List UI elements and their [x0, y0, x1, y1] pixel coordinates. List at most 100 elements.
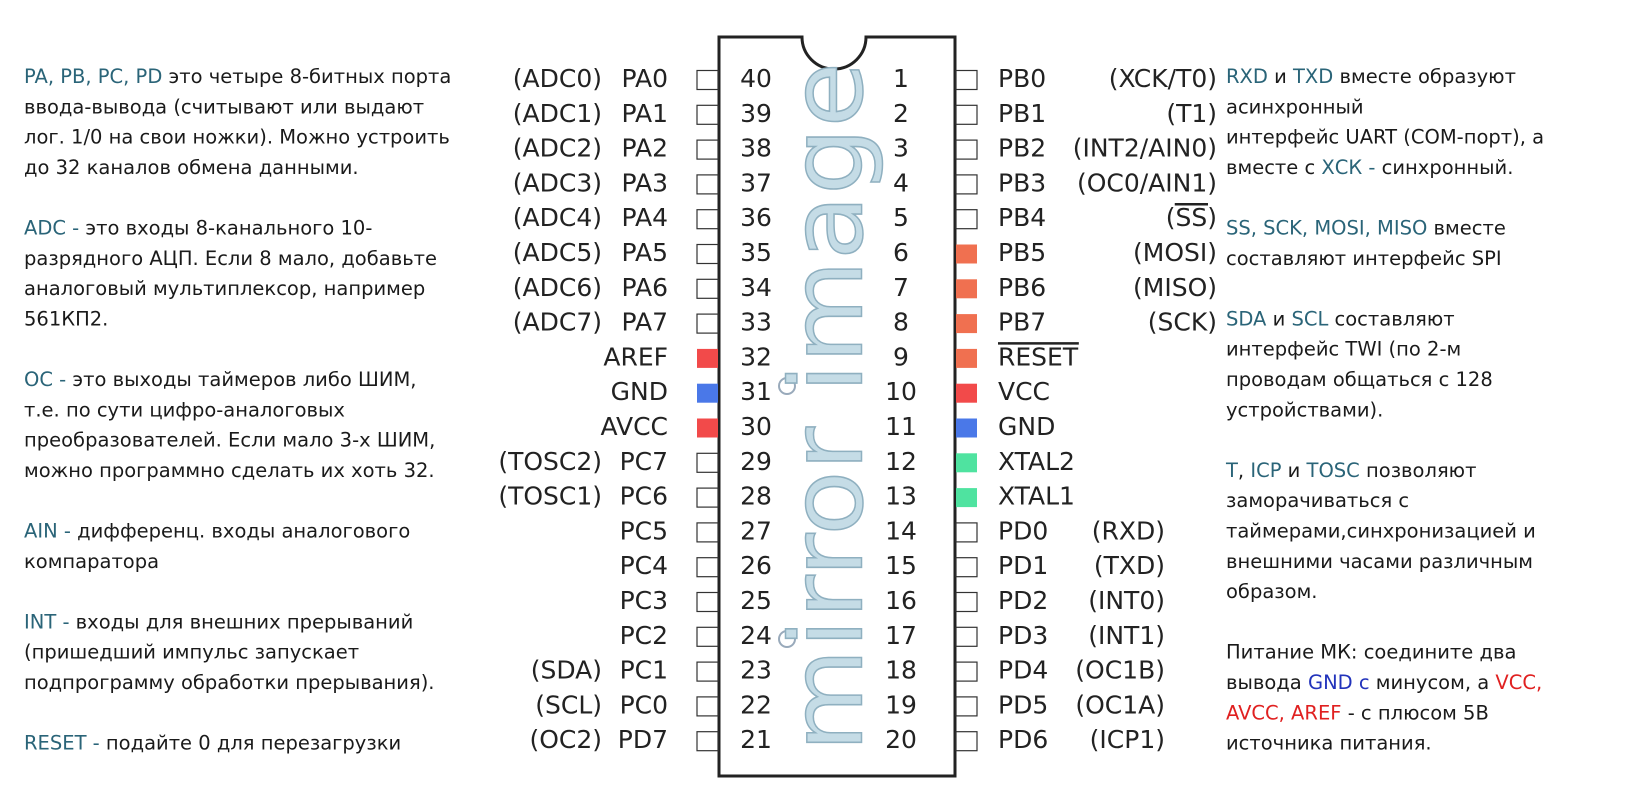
pin-alt: (TXD) — [1094, 551, 1165, 580]
note-line: преобразователей. Если мало 3-х ШИМ, — [24, 428, 435, 451]
pin-name: RESET — [998, 342, 1079, 371]
pin-name: PD4 — [998, 656, 1048, 685]
pin-alt: (TOSC2) — [498, 447, 602, 476]
pin-number: 15 — [885, 551, 917, 580]
pin-number: 40 — [740, 64, 772, 93]
note-text: это входы 8-канального 10- — [79, 216, 372, 239]
pin-number: 35 — [740, 238, 772, 267]
note-text: преобразователей. Если мало 3-х ШИМ, — [24, 428, 435, 451]
pin-number: 3 — [893, 134, 909, 163]
note-text: лог. 1/0 на свои ножки). Можно устроить — [24, 125, 450, 148]
note-term: TOSC — [1306, 458, 1360, 481]
note-text: проводам общаться с 128 — [1226, 368, 1493, 391]
note-line: внешними часами различным — [1226, 549, 1533, 572]
note-line: компаратора — [24, 549, 159, 572]
note-term: OC - — [24, 368, 66, 391]
note-term: SDA — [1226, 307, 1267, 330]
note-text: до 32 каналов обмена данными. — [24, 155, 359, 178]
pin-number: 9 — [893, 342, 909, 371]
note-line: образом. — [1226, 580, 1318, 603]
pin-number: 6 — [893, 238, 909, 267]
pin-alt: (SCK) — [1148, 308, 1217, 337]
pin-name: PC6 — [620, 482, 668, 511]
pin-pad — [956, 418, 977, 438]
pin-pad — [697, 383, 718, 403]
pin-name: XTAL2 — [998, 447, 1075, 476]
note-text: внешними часами различным — [1226, 549, 1533, 572]
pin-number: 10 — [885, 377, 917, 406]
pin-pad — [696, 487, 719, 508]
note-term: SS, SCK, MOSI, MISO — [1226, 216, 1427, 239]
chip-dot — [778, 630, 796, 648]
pin-pad — [696, 209, 719, 230]
pin-name: PD0 — [998, 516, 1048, 545]
pin-number: 30 — [740, 412, 772, 441]
note-line: INT - входы для внешних прерываний — [24, 610, 413, 633]
note-text: интерфейс TWI (по 2-м — [1226, 337, 1461, 360]
note-term: RXD — [1226, 65, 1268, 88]
note-line: интерфейс UART (COM-порт), а — [1226, 125, 1544, 148]
pin-alt: (SS) — [1166, 203, 1217, 232]
pin-pad — [956, 453, 977, 473]
pin-name: PA5 — [622, 238, 668, 267]
note-line: подпрограмму обработки прерывания). — [24, 671, 435, 694]
pin-number: 19 — [885, 690, 917, 719]
pin-name: PB5 — [998, 238, 1046, 267]
note-text: синхронный. — [1375, 155, 1513, 178]
pin-pad — [696, 452, 719, 473]
note-text: источника питания. — [1226, 731, 1432, 754]
note-line: можно программно сделать их хоть 32. — [24, 458, 435, 481]
chip-body — [717, 35, 957, 778]
pin-number: 38 — [740, 134, 772, 163]
pin-number: 34 — [740, 273, 772, 302]
note-text: - с плюсом 5В — [1342, 701, 1489, 724]
note-term: TXD — [1292, 65, 1333, 88]
note-line: заморачиваться с — [1226, 489, 1409, 512]
pin-alt: (ADC4) — [513, 203, 602, 232]
note-line: составляют интерфейс SPI — [1226, 246, 1502, 269]
pin-name: PD5 — [998, 690, 1048, 719]
pin-number: 16 — [885, 586, 917, 615]
pin-pad — [696, 139, 719, 160]
pin-number: 36 — [740, 203, 772, 232]
note-text: и — [1268, 65, 1293, 88]
pin-name: PD3 — [998, 621, 1048, 650]
pin-pad — [696, 278, 719, 299]
pin-number: 31 — [740, 377, 772, 406]
note-text: , — [1238, 458, 1250, 481]
pin-number: 1 — [893, 64, 909, 93]
pin-number: 26 — [740, 551, 772, 580]
note-line: таймерами,синхронизацией и — [1226, 519, 1536, 542]
pin-pad — [696, 696, 719, 717]
note-line: T, ICP и TOSC позволяют — [1225, 458, 1476, 481]
note-line: устройствами). — [1226, 398, 1383, 421]
note-text: разрядного АЦП. Если 8 мало, добавьте — [24, 246, 437, 269]
note-text: и — [1266, 307, 1291, 330]
pin-name: PC5 — [620, 516, 668, 545]
note-text: ввода-вывода (считывают или выдают — [24, 95, 424, 118]
note-term: AIN - — [24, 519, 71, 542]
pin-alt: (INT1) — [1088, 621, 1165, 650]
pin-pad — [696, 591, 719, 613]
pin-number: 13 — [885, 482, 917, 511]
pin-alt: (ADC2) — [513, 134, 602, 163]
pin-pad — [955, 557, 978, 578]
pin-name: PC7 — [620, 447, 668, 476]
note-text: вместе — [1427, 216, 1505, 239]
note-text: это выходы таймеров либо ШИМ, — [66, 368, 416, 391]
pin-name: PC1 — [620, 656, 668, 685]
pin-name: PC4 — [620, 551, 668, 580]
pin-pad — [955, 104, 978, 125]
pin-number: 21 — [740, 725, 772, 754]
pin-number: 29 — [740, 447, 772, 476]
pin-alt: (SCL) — [535, 690, 602, 719]
pin-pad — [955, 696, 978, 717]
watermark: mirror image — [768, 62, 885, 752]
note-text: вывода — [1226, 671, 1308, 694]
pin-alt: (SDA) — [531, 656, 602, 685]
pin-name: PB7 — [998, 308, 1046, 337]
note-line: асинхронный — [1226, 95, 1364, 118]
pin-number: 8 — [893, 308, 909, 337]
note-text: входы для внешних прерываний — [69, 610, 413, 633]
pin-number: 27 — [740, 516, 772, 545]
